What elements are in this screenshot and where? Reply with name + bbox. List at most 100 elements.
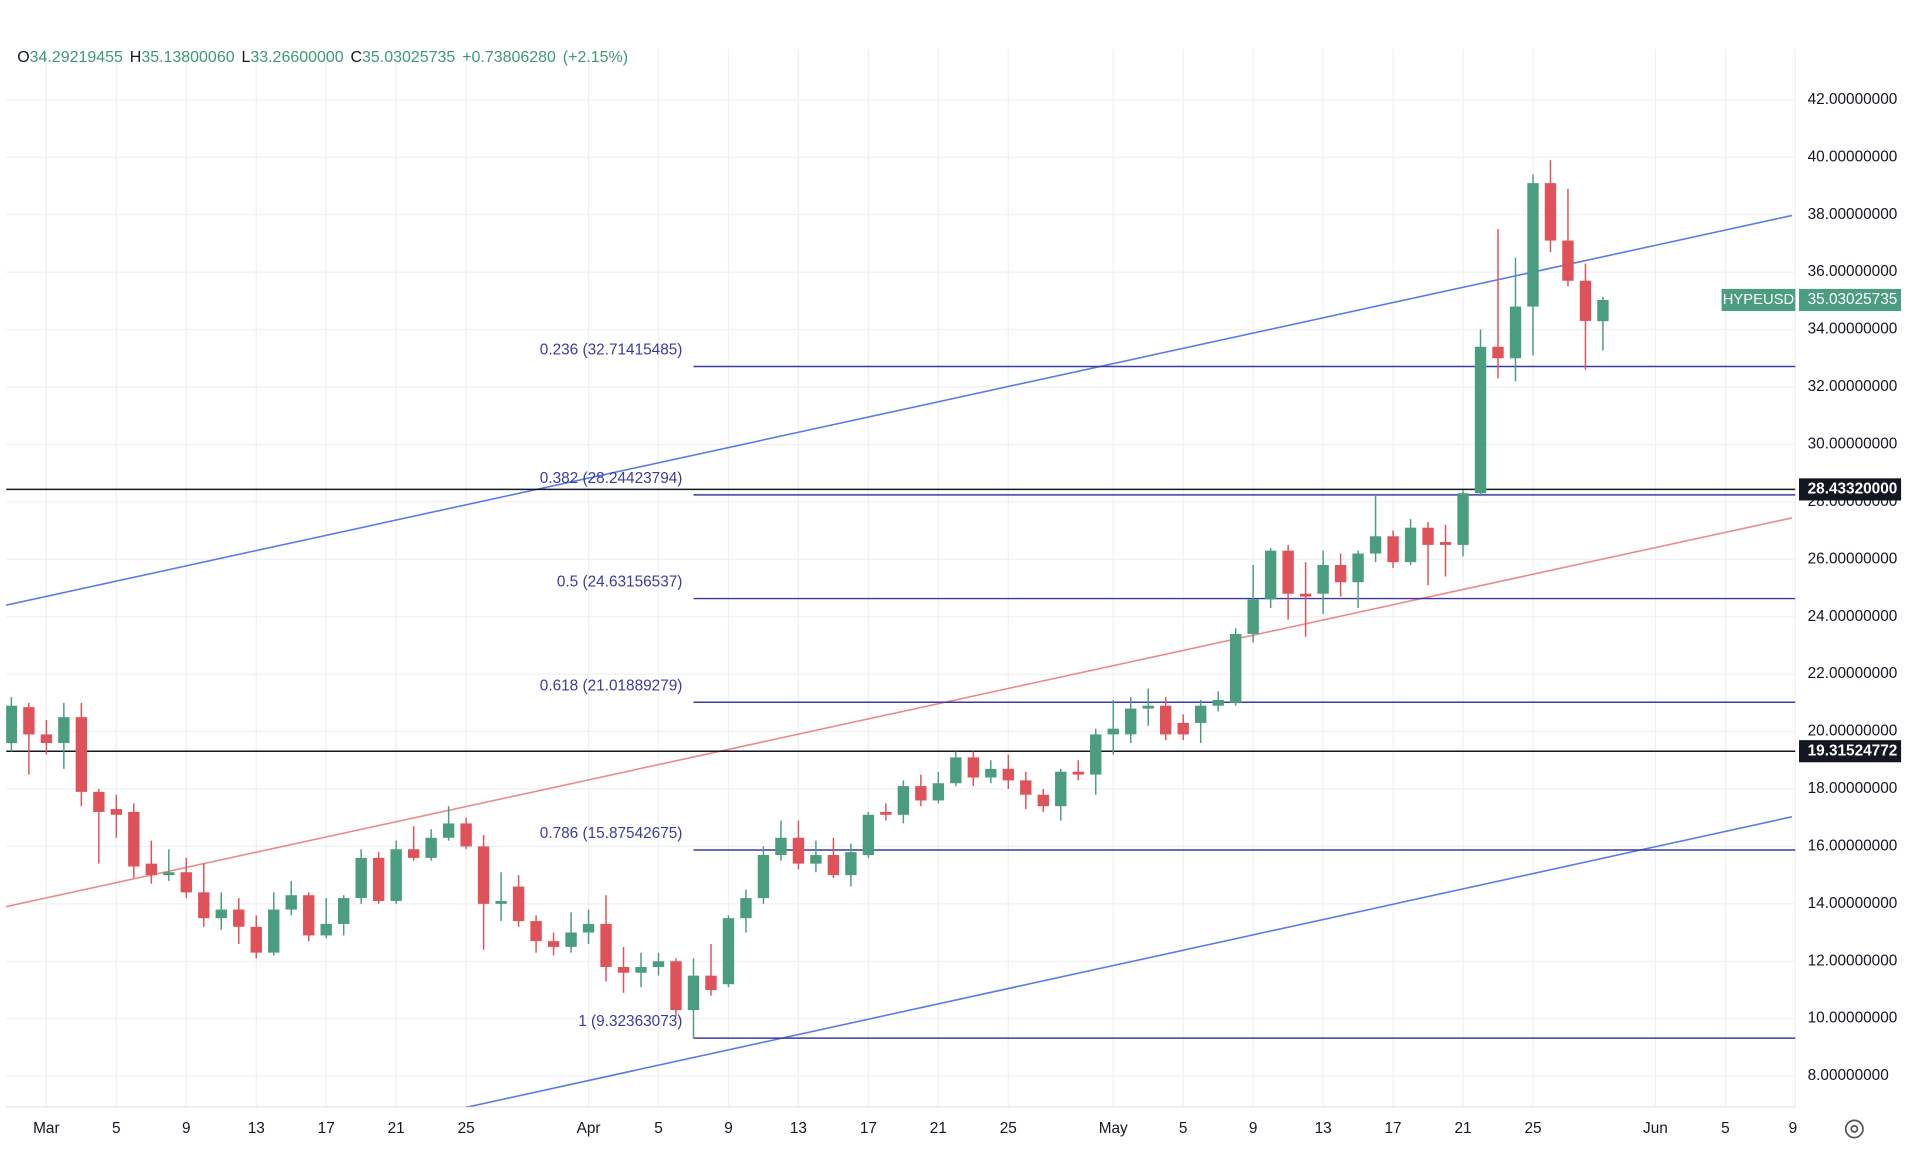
y-tick-label: 36.00000000 — [1808, 263, 1898, 280]
candle-body — [687, 975, 700, 1011]
y-tick-label: 18.00000000 — [1808, 780, 1898, 797]
candle-body — [338, 898, 350, 924]
trend-line — [6, 214, 1793, 606]
candle-body — [1544, 183, 1557, 241]
x-tick-label: 13 — [248, 1120, 265, 1137]
ohlc-header: O34.29219455 H35.13800060 L33.26600000 C… — [17, 49, 628, 66]
x-tick-label: 5 — [1721, 1120, 1730, 1137]
fib-label: 1 (9.32363073) — [578, 1013, 682, 1030]
candle-body — [1474, 346, 1487, 494]
candle-body — [1072, 771, 1084, 775]
candle-body — [320, 923, 332, 936]
x-tick-label: 5 — [112, 1120, 121, 1137]
candle-body — [110, 809, 123, 815]
candle-body — [1597, 299, 1609, 322]
x-tick-label: 21 — [388, 1120, 405, 1137]
y-tick-label: 26.00000000 — [1808, 550, 1898, 567]
candle-body — [93, 791, 105, 812]
x-tick-label: Jun — [1643, 1120, 1668, 1137]
candle-body — [950, 757, 962, 784]
candle-body — [565, 932, 577, 947]
candle-body — [1352, 553, 1364, 583]
candle-body — [128, 811, 140, 867]
fib-label: 0.236 (32.71415485) — [540, 342, 683, 359]
candle-body — [75, 717, 88, 792]
candle-body — [1299, 593, 1312, 597]
candle-body — [40, 734, 53, 744]
candle-body — [285, 895, 297, 910]
candle-body — [722, 918, 735, 985]
candle-body — [757, 855, 770, 899]
x-tick-label: 17 — [860, 1120, 877, 1137]
candle-body — [1387, 536, 1399, 563]
candle-body — [652, 961, 665, 968]
y-tick-label: 20.00000000 — [1808, 723, 1898, 740]
candle-body — [740, 898, 752, 919]
axes: 8.00000000 10.00000000 12.00000000 14.00000… — [33, 91, 1902, 1137]
last-price-tag — [1799, 288, 1902, 312]
x-tick-label: 5 — [1179, 1120, 1188, 1137]
x-tick-label: 21 — [1454, 1120, 1471, 1137]
y-tick-label: 8.00000000 — [1808, 1067, 1889, 1084]
candle-body — [163, 872, 175, 876]
x-tick-label: Apr — [577, 1120, 601, 1137]
candle-body — [268, 909, 280, 953]
candle-body — [810, 855, 822, 864]
candle-body — [390, 849, 402, 901]
candle-body — [1579, 280, 1592, 321]
close-value: 35.03025735 — [362, 49, 455, 66]
candle-body — [1457, 493, 1469, 545]
candle-body — [1404, 527, 1417, 563]
candle-body — [932, 783, 945, 801]
settings-icon[interactable] — [1844, 1119, 1864, 1139]
candle-body — [215, 909, 227, 919]
candle-body — [355, 857, 367, 899]
candle-body — [6, 705, 18, 744]
y-tick-label: 38.00000000 — [1808, 206, 1898, 223]
y-tick-label: 34.00000000 — [1808, 321, 1898, 338]
x-tick-label: 9 — [1249, 1120, 1258, 1137]
last-price-label: 35.03025735 — [1808, 291, 1898, 308]
x-tick-label: May — [1099, 1120, 1128, 1137]
price-tag-label: 19.31524772 — [1808, 742, 1898, 759]
candle-body — [460, 823, 472, 847]
candle-body — [845, 852, 857, 876]
price-tag-label: 28.43320000 — [1808, 480, 1898, 497]
candle-body — [477, 846, 490, 904]
candle-body — [967, 757, 980, 778]
candle-body — [705, 975, 717, 990]
candle-body — [1107, 728, 1119, 735]
candle-body — [512, 886, 525, 922]
x-tick-label: 9 — [182, 1120, 191, 1137]
candle-body — [547, 941, 560, 947]
candle-body — [1229, 633, 1242, 703]
x-tick-label: 5 — [654, 1120, 663, 1137]
candle-body — [600, 923, 612, 968]
x-tick-label: Mar — [33, 1120, 59, 1137]
high-label: H — [130, 49, 142, 66]
candle-body — [1369, 536, 1382, 554]
candle-body — [1562, 240, 1574, 281]
candle-body — [1142, 705, 1154, 709]
change-value: +0.73806280 — [462, 49, 556, 66]
candle-body — [23, 707, 35, 735]
candle-body — [407, 849, 420, 858]
fib-label: 0.382 (28.24423794) — [540, 470, 683, 487]
x-tick-label: 25 — [1524, 1120, 1541, 1137]
candle-body — [145, 863, 157, 876]
candle-body — [985, 768, 997, 778]
y-tick-label: 12.00000000 — [1808, 952, 1898, 969]
candle-body — [1002, 768, 1014, 781]
candle-body — [1439, 542, 1452, 545]
candle-body — [250, 926, 262, 953]
candle-body — [1247, 599, 1259, 634]
change-percent: (+2.15%) — [563, 49, 628, 66]
x-tick-label: 17 — [1385, 1120, 1402, 1137]
candle-body — [1177, 722, 1189, 735]
candle-body — [530, 921, 542, 942]
candle-body — [670, 961, 682, 1011]
candle-body — [617, 967, 630, 973]
candle-body — [303, 895, 315, 936]
